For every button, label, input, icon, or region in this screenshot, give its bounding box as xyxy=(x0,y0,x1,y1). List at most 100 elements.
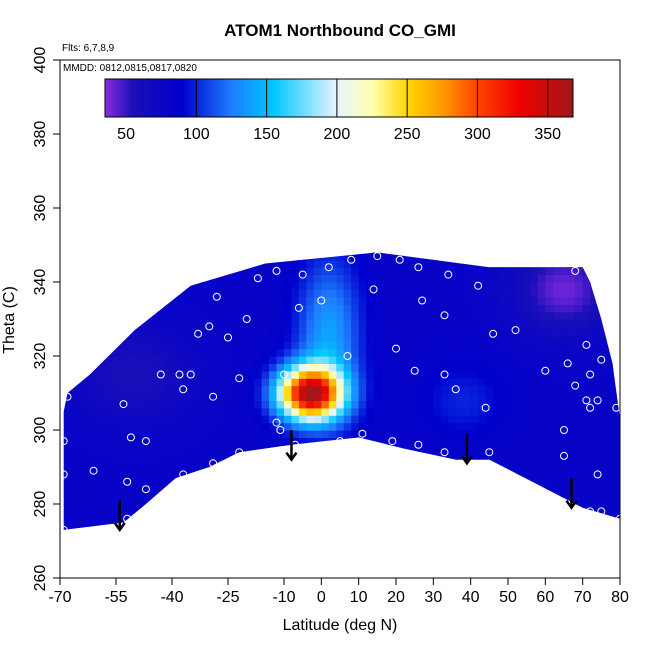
field-cell xyxy=(410,452,419,461)
field-cell xyxy=(291,363,300,372)
field-cell xyxy=(119,378,128,387)
field-cell xyxy=(67,400,76,409)
field-cell xyxy=(493,526,502,530)
y-tick-label: 400 xyxy=(32,47,49,74)
field-cell xyxy=(216,333,225,342)
field-cell xyxy=(441,534,449,542)
field-cell xyxy=(209,304,218,313)
field-cell xyxy=(410,378,419,387)
field-cell xyxy=(597,526,606,530)
field-cell xyxy=(209,333,218,342)
field-cell xyxy=(284,526,293,530)
field-cell xyxy=(530,489,539,498)
sample-point xyxy=(369,285,378,294)
field-cell xyxy=(119,452,128,461)
field-cell xyxy=(366,444,375,453)
field-cell xyxy=(508,511,517,520)
field-cell xyxy=(425,504,434,512)
field-cell xyxy=(306,496,315,505)
field-cell xyxy=(567,407,576,416)
field-cell xyxy=(298,304,307,313)
field-cell xyxy=(425,526,434,530)
field-cell xyxy=(284,481,293,490)
field-cell xyxy=(433,333,442,342)
field-cell xyxy=(67,333,76,342)
field-cell xyxy=(336,259,345,268)
field-cell xyxy=(269,415,278,424)
field-cell xyxy=(381,378,390,387)
field-cell xyxy=(470,378,479,387)
field-cell xyxy=(425,511,434,520)
field-cell xyxy=(321,333,330,342)
field-cell xyxy=(239,526,248,530)
field-cell xyxy=(254,430,263,438)
field-cell xyxy=(194,259,203,268)
field-cell xyxy=(127,481,136,490)
field-cell xyxy=(261,474,270,483)
field-cell xyxy=(448,437,457,446)
field-cell xyxy=(82,459,91,468)
field-cell xyxy=(172,504,181,512)
field-cell xyxy=(269,481,278,490)
field-cell xyxy=(186,407,195,416)
field-cell xyxy=(254,467,263,475)
field-cell xyxy=(246,489,255,498)
field-cell xyxy=(89,319,98,327)
field-cell xyxy=(194,467,203,475)
field-cell xyxy=(104,252,113,253)
field-cell xyxy=(343,341,352,350)
field-cell xyxy=(537,274,546,283)
field-cell xyxy=(67,496,76,505)
field-cell xyxy=(358,326,367,335)
field-cell xyxy=(425,274,434,283)
flight-arrow-head xyxy=(460,455,473,466)
field-cell xyxy=(306,511,315,520)
field-cell xyxy=(358,319,367,327)
field-cell xyxy=(537,319,546,327)
field-cell xyxy=(351,252,360,253)
field-cell xyxy=(269,304,278,313)
field-cell xyxy=(142,348,151,357)
field-cell xyxy=(530,259,539,268)
field-cell xyxy=(127,534,135,542)
sample-point xyxy=(616,514,620,523)
field-cell xyxy=(284,311,293,320)
field-cell xyxy=(388,252,397,261)
field-cell xyxy=(388,467,397,475)
field-cell xyxy=(313,430,322,438)
field-cell xyxy=(575,267,584,276)
field-cell xyxy=(485,282,494,290)
field-cell xyxy=(329,534,337,542)
field-cell xyxy=(254,311,263,320)
field-cell xyxy=(470,415,479,424)
field-cell xyxy=(448,415,457,424)
field-cell xyxy=(261,452,270,461)
field-cell xyxy=(493,378,502,387)
field-cell xyxy=(179,304,188,313)
field-cell xyxy=(127,474,136,483)
field-cell xyxy=(239,378,248,387)
field-cell xyxy=(590,356,599,364)
field-cell xyxy=(605,252,614,253)
field-cell xyxy=(254,415,263,424)
field-cell xyxy=(553,534,561,542)
field-cell xyxy=(291,311,300,320)
field-cell xyxy=(172,252,181,253)
field-cell xyxy=(276,296,285,305)
field-cell xyxy=(74,385,83,394)
field-cell xyxy=(127,459,136,468)
field-cell xyxy=(328,348,337,357)
field-cell xyxy=(418,356,427,364)
field-cell xyxy=(530,356,539,364)
field-cell xyxy=(104,326,113,335)
field-cell xyxy=(74,422,83,431)
field-cell xyxy=(127,518,136,527)
field-cell xyxy=(112,415,121,424)
field-cell xyxy=(425,400,434,409)
field-cell xyxy=(313,267,322,276)
field-cell xyxy=(366,282,375,290)
field-cell xyxy=(425,311,434,320)
field-cell xyxy=(381,326,390,335)
field-cell xyxy=(590,496,599,505)
field-cell xyxy=(396,274,405,283)
